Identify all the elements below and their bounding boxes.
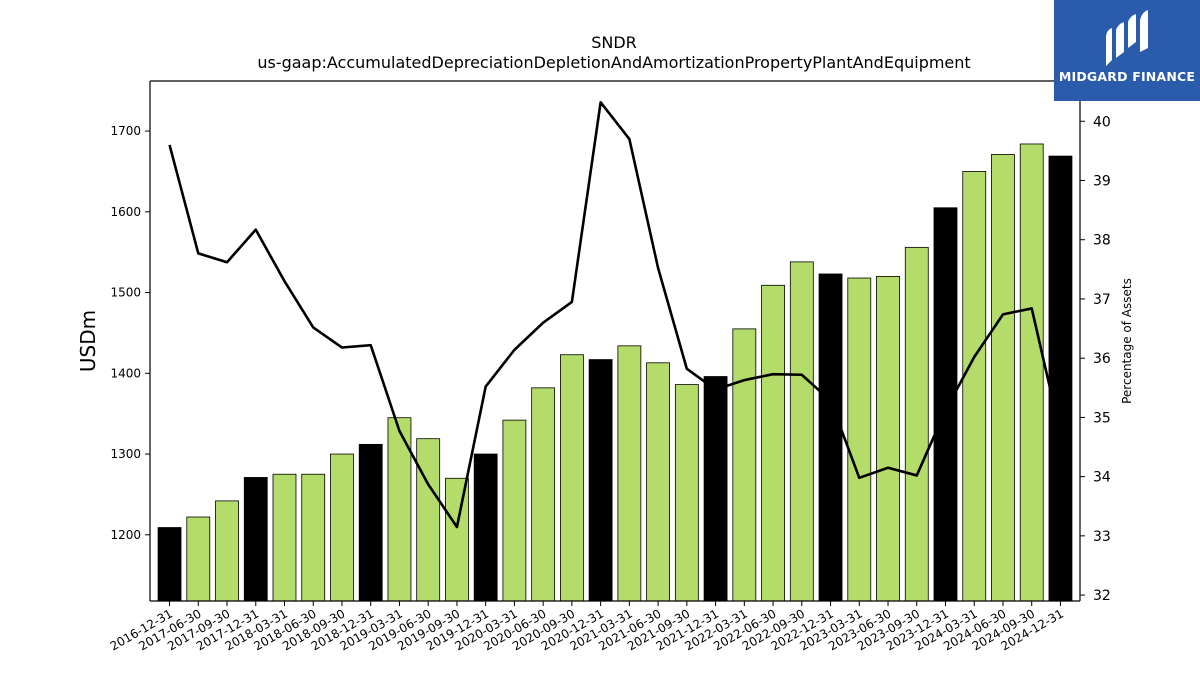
bar: [847, 277, 872, 602]
y-tick-label: 1500: [110, 286, 141, 300]
bar: [560, 354, 584, 602]
bar: [761, 284, 785, 602]
bar: [646, 362, 670, 602]
bar: [991, 154, 1015, 602]
y-axis-label: USDm: [76, 310, 100, 372]
bar: [1019, 143, 1044, 602]
bar: [215, 500, 239, 602]
bar: [703, 376, 728, 602]
y-tick-label: 1300: [110, 447, 141, 461]
bar: [617, 345, 642, 602]
chart-subtitle: us-gaap:AccumulatedDepreciationDepletion…: [257, 53, 970, 72]
y2-tick-label: 36: [1093, 351, 1111, 367]
y-tick-label: 1200: [110, 528, 141, 542]
y-tick-label: 1700: [110, 124, 141, 138]
bar: [473, 453, 498, 602]
bar: [933, 207, 958, 602]
bar: [157, 527, 182, 602]
logo-text: MIDGARD FINANCE: [1058, 69, 1196, 84]
bar: [301, 473, 326, 602]
y2-tick-label: 37: [1093, 292, 1111, 308]
bar: [732, 328, 757, 602]
y2-tick-label: 39: [1093, 173, 1111, 189]
bar: [416, 438, 441, 602]
bar: [531, 387, 556, 602]
bar: [674, 384, 699, 602]
bar: [789, 261, 814, 602]
bar: [272, 473, 297, 602]
y-tick-label: 1600: [110, 205, 141, 219]
y-tick-label: 1400: [110, 366, 141, 380]
bar: [358, 443, 383, 602]
bar: [243, 477, 268, 602]
bar: [445, 477, 469, 602]
y2-tick-label: 32: [1093, 588, 1111, 604]
bar: [588, 359, 613, 602]
bar: [876, 275, 900, 602]
midgard-finance-logo: MIDGARD FINANCE: [1054, 0, 1200, 101]
bar: [1048, 155, 1073, 602]
bar: [502, 419, 527, 602]
midgard-logo-icon: [1106, 10, 1148, 66]
y2-tick-label: 35: [1093, 410, 1111, 426]
bar: [818, 273, 843, 602]
y2-tick-label: 38: [1093, 233, 1111, 249]
y2-tick-label: 34: [1093, 470, 1111, 486]
bar: [186, 516, 211, 602]
y2-tick-label: 40: [1093, 114, 1111, 130]
pct-assets-line: [168, 101, 1062, 529]
bar: [904, 246, 929, 602]
y2-tick-label: 33: [1093, 529, 1111, 545]
bar: [962, 171, 987, 602]
bar: [330, 453, 354, 602]
y2-axis-label: Percentage of Assets: [1120, 278, 1134, 404]
chart-title: SNDR: [591, 33, 637, 52]
